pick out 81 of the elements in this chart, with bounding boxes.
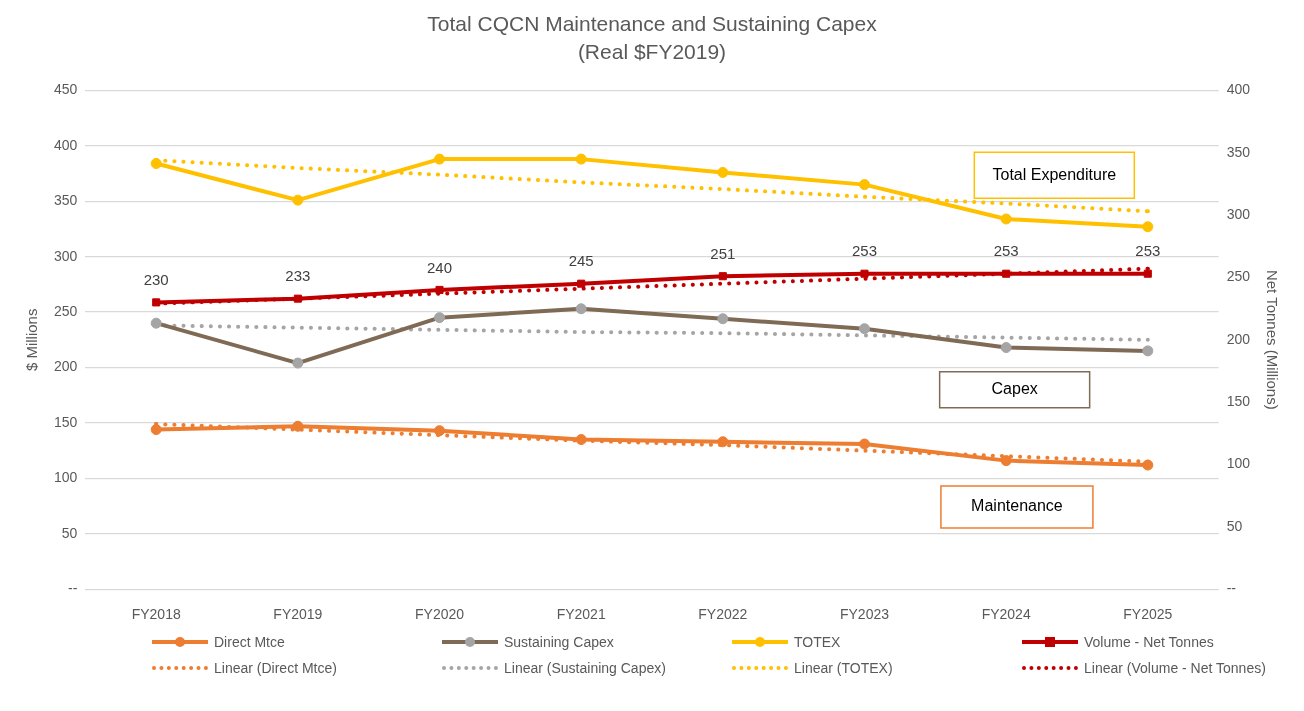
y-tick-label: 300 <box>54 247 78 264</box>
point <box>434 153 446 165</box>
legend-label: Volume - Net Tonnes <box>1084 634 1214 650</box>
point <box>1000 455 1012 467</box>
x-tick-label: FY2021 <box>556 606 606 623</box>
point <box>1000 342 1012 354</box>
legend-label: TOTEX <box>794 634 841 650</box>
point <box>435 285 444 294</box>
point <box>858 323 870 335</box>
point <box>150 424 162 436</box>
point <box>717 313 729 325</box>
legend-label: Linear (Sustaining Capex) <box>504 660 666 676</box>
y2-tick-label: 200 <box>1226 330 1251 347</box>
annotation: Total Expenditure <box>992 165 1117 183</box>
point <box>575 153 587 165</box>
legend-label: Linear (Volume - Net Tonnes) <box>1084 660 1266 676</box>
y2-tick-label: 350 <box>1226 143 1251 160</box>
x-tick-label: FY2023 <box>839 606 890 623</box>
x-tick-label: FY2019 <box>273 606 323 623</box>
x-tick-label: FY2020 <box>414 606 465 623</box>
y2-tick-label: 150 <box>1226 393 1251 410</box>
point <box>292 420 304 432</box>
data-label: 230 <box>143 271 169 289</box>
annotation: Capex <box>991 380 1038 398</box>
chart-title: Total CQCN Maintenance and Sustaining Capex <box>426 11 878 37</box>
y-tick-label: 450 <box>54 81 78 98</box>
y2-axis-title: Net Tonnes (Millions) <box>1263 269 1281 410</box>
legend-label: Direct Mtce <box>214 634 285 650</box>
data-label: 253 <box>1135 242 1161 260</box>
y-axis-title: $ Millions <box>23 308 41 372</box>
point <box>434 425 446 437</box>
point <box>575 434 587 446</box>
y-tick-label: 150 <box>54 413 78 430</box>
point <box>434 312 446 324</box>
data-label: 245 <box>568 252 594 270</box>
point <box>1142 221 1154 233</box>
data-label: 240 <box>426 258 453 276</box>
point <box>858 438 870 450</box>
y2-tick-label: 400 <box>1226 81 1251 98</box>
point <box>1000 213 1012 225</box>
data-label: 253 <box>993 242 1019 260</box>
point <box>1143 269 1152 278</box>
y-tick-label: 200 <box>54 358 78 375</box>
y2-tick-label: -- <box>1226 580 1237 597</box>
chart-subtitle: (Real $FY2019) <box>576 39 728 65</box>
point <box>575 303 587 315</box>
y2-tick-label: 250 <box>1226 268 1251 285</box>
x-tick-label: FY2025 <box>1123 606 1173 623</box>
data-label: 253 <box>851 242 878 260</box>
point <box>292 357 304 369</box>
y-tick-label: 50 <box>61 524 78 541</box>
point <box>577 279 586 288</box>
point <box>717 166 729 178</box>
x-tick-label: FY2024 <box>981 606 1031 623</box>
x-tick-label: FY2018 <box>131 606 181 623</box>
point <box>1142 345 1154 357</box>
point <box>292 194 304 206</box>
y-tick-label: 350 <box>54 192 78 209</box>
point <box>1142 459 1154 471</box>
point <box>717 436 729 448</box>
point <box>150 317 162 329</box>
point <box>858 179 870 191</box>
data-label: 251 <box>710 244 736 262</box>
annotation: Maintenance <box>971 497 1063 515</box>
point <box>293 294 302 303</box>
y-tick-label: 100 <box>54 469 78 486</box>
x-tick-label: FY2022 <box>698 606 748 623</box>
point <box>718 272 727 281</box>
y-tick-label: 400 <box>54 136 78 153</box>
point <box>1002 269 1011 278</box>
point <box>150 158 162 170</box>
y-tick-label: -- <box>68 580 78 597</box>
legend-label: Linear (Direct Mtce) <box>214 660 337 676</box>
y2-tick-label: 50 <box>1226 517 1243 534</box>
y-tick-label: 250 <box>54 302 78 319</box>
y2-tick-label: 100 <box>1226 455 1251 472</box>
data-label: 233 <box>285 267 311 285</box>
y2-tick-label: 300 <box>1226 205 1251 222</box>
point <box>860 269 869 278</box>
legend-label: Sustaining Capex <box>504 634 614 650</box>
legend-label: Linear (TOTEX) <box>794 660 893 676</box>
